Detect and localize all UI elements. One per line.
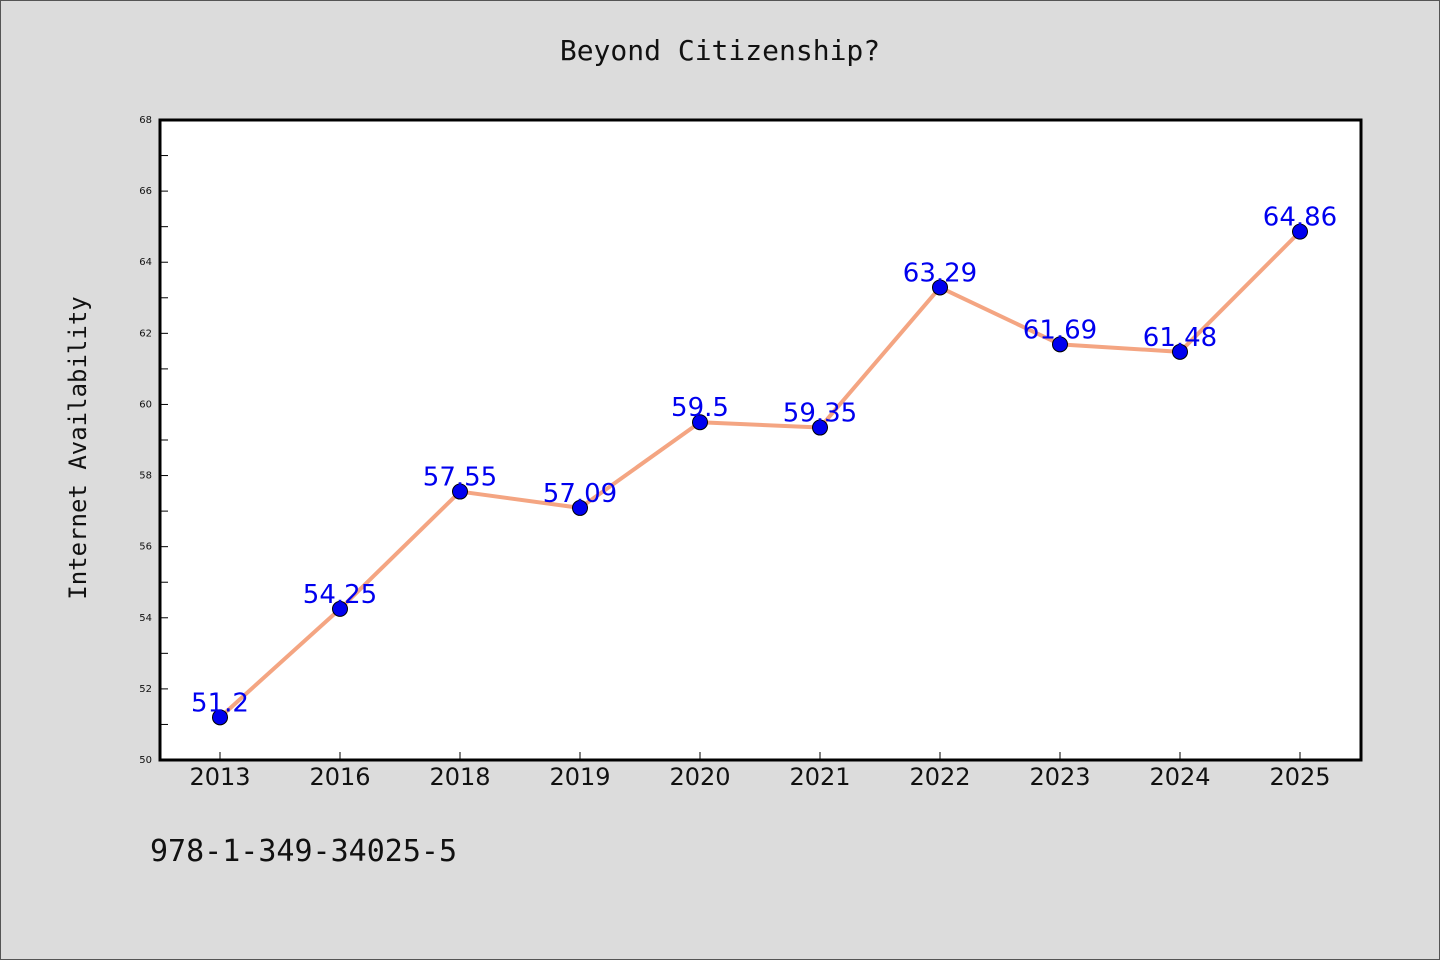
y-tick-label: 50 [139,755,152,766]
data-label: 57.55 [423,463,497,493]
data-point [572,499,588,516]
x-axis: 2013 2016 2018 2019 2020 2021 2022 2023 2024 2025 [189,752,1331,791]
y-tick-label: 62 [139,328,152,339]
data-label: 59.5 [671,393,729,423]
data-label: 64.86 [1263,203,1337,233]
data-point [932,279,948,296]
x-tick-label: 2022 [909,763,970,791]
data-markers [212,223,1308,726]
x-tick-label: 2019 [549,763,610,791]
series-line [218,230,1302,719]
data-label: 61.48 [1143,323,1217,353]
data-point [812,419,828,436]
y-tick-label: 58 [139,471,152,482]
x-tick-label: 2023 [1029,763,1090,791]
data-labels: 51.2 54.25 57.55 57.09 59.5 59.35 63.29 61.69 61… [191,203,1337,719]
y-axis-label: Internet Availability [64,296,92,599]
data-point [1172,343,1188,360]
data-label: 57.09 [543,479,617,509]
x-tick-label: 2020 [669,763,730,791]
x-tick-label: 2024 [1149,763,1210,791]
data-point [452,483,468,500]
y-tick-label: 56 [139,542,152,553]
plot-area [158,118,1363,762]
data-label: 51.2 [191,688,249,718]
data-label: 59.35 [783,399,857,429]
y-tick-label: 64 [139,257,152,268]
x-tick-label: 2018 [429,763,490,791]
data-point [1052,336,1068,353]
x-tick-label: 2021 [789,763,850,791]
data-point [212,709,228,726]
data-label: 63.29 [903,258,977,288]
data-point [1292,223,1308,240]
chart-title: Beyond Citizenship? [559,34,881,67]
y-tick-label: 68 [139,115,152,126]
y-axis: 50 52 54 56 58 60 62 64 66 68 [139,115,168,766]
series-line-group [218,230,1302,719]
x-tick-label: 2013 [189,763,250,791]
data-point [332,600,348,617]
y-tick-label: 60 [139,399,152,410]
y-tick-label: 52 [139,684,152,695]
y-tick-label: 66 [139,186,152,197]
isbn-label: 978-1-349-34025-5 [150,834,458,869]
data-label: 61.69 [1023,315,1097,345]
data-label: 54.25 [303,580,377,610]
y-tick-label: 54 [139,613,152,624]
x-tick-label: 2016 [309,763,370,791]
data-point [692,414,708,431]
x-tick-label: 2025 [1269,763,1330,791]
